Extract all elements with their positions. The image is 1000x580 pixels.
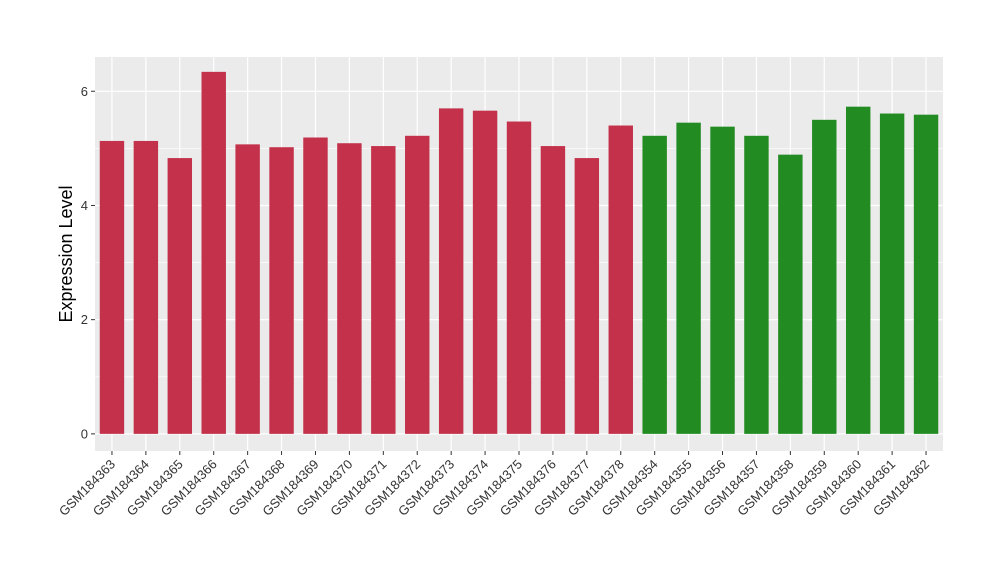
bar-GSM184356	[710, 126, 735, 434]
bar-GSM184378	[608, 125, 633, 434]
bar-GSM184365	[167, 158, 193, 434]
y-tick-label: 0	[81, 426, 88, 441]
bar-GSM184360	[845, 106, 871, 434]
bars	[99, 71, 939, 434]
bar-GSM184354	[642, 135, 667, 434]
bar-GSM184377	[574, 158, 600, 434]
bar-GSM184359	[812, 119, 837, 434]
y-tick-label: 4	[81, 198, 88, 213]
bar-GSM184357	[744, 135, 769, 434]
bar-GSM184369	[303, 137, 328, 434]
bar-GSM184361	[879, 113, 905, 434]
bar-GSM184376	[540, 146, 566, 434]
bar-GSM184375	[506, 121, 532, 434]
bar-GSM184374	[472, 110, 498, 434]
bar-GSM184366	[201, 71, 226, 434]
bar-GSM184363	[99, 140, 125, 434]
y-tick-label: 6	[81, 84, 88, 99]
bar-GSM184367	[235, 144, 260, 434]
x-axis: GSM184363GSM184364GSM184365GSM184366GSM1…	[56, 451, 932, 519]
bar-GSM184370	[337, 143, 362, 434]
bar-GSM184355	[676, 122, 701, 434]
bar-GSM184371	[371, 146, 396, 434]
y-tick-label: 2	[81, 312, 88, 327]
bar-GSM184364	[133, 140, 159, 434]
y-axis-title: Expression Level	[56, 185, 76, 322]
y-axis: 0 2 4 6	[81, 84, 95, 441]
bar-GSM184368	[269, 147, 294, 434]
bar-GSM184362	[913, 114, 939, 434]
bar-GSM184372	[405, 135, 430, 434]
bar-GSM184358	[778, 154, 803, 434]
bar-GSM184373	[438, 108, 464, 434]
